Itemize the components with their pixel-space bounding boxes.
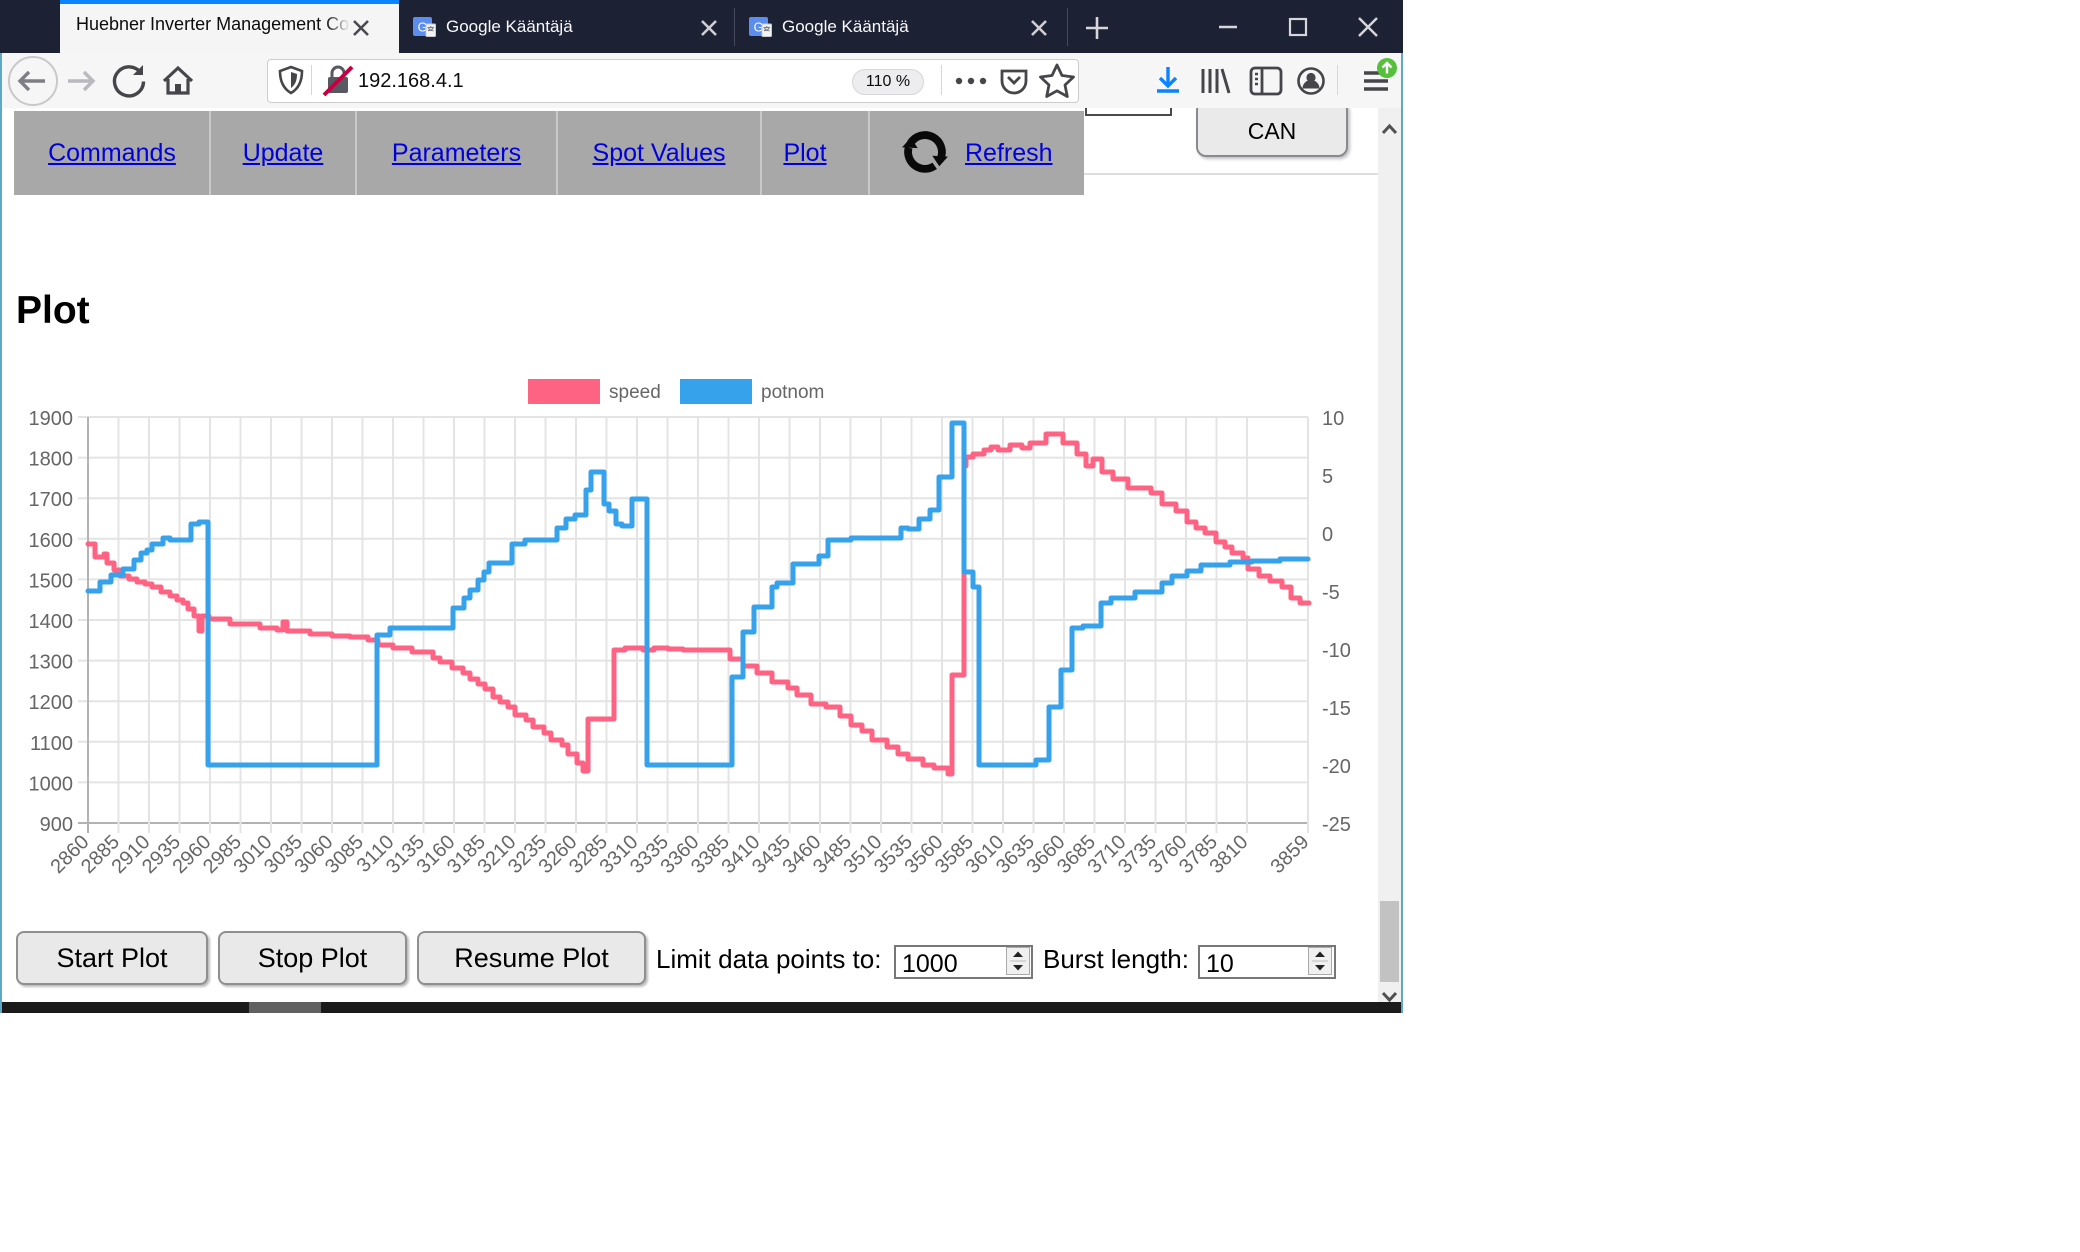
- svg-text:-25: -25: [1322, 814, 1351, 836]
- svg-text:900: 900: [40, 814, 73, 836]
- svg-text:1600: 1600: [29, 530, 74, 552]
- svg-text:-10: -10: [1322, 640, 1351, 662]
- svg-text:1100: 1100: [30, 733, 73, 755]
- svg-text:1900: 1900: [29, 408, 74, 430]
- svg-text:3859: 3859: [1267, 831, 1314, 878]
- svg-text:G: G: [754, 21, 764, 35]
- svg-text:5: 5: [1322, 466, 1333, 488]
- svg-text:1500: 1500: [29, 570, 74, 592]
- svg-text:0: 0: [1322, 524, 1333, 546]
- svg-text:1700: 1700: [29, 489, 74, 511]
- svg-text:G: G: [418, 21, 428, 35]
- svg-text:speed: speed: [609, 382, 661, 403]
- svg-text:1200: 1200: [29, 692, 74, 714]
- svg-text:potnom: potnom: [761, 382, 824, 403]
- svg-text:1800: 1800: [29, 449, 74, 471]
- svg-text:1000: 1000: [29, 773, 74, 795]
- svg-text:1400: 1400: [29, 611, 74, 633]
- svg-text:-15: -15: [1322, 698, 1351, 720]
- svg-text:-20: -20: [1322, 756, 1351, 778]
- svg-text:10: 10: [1322, 408, 1344, 430]
- svg-text:-5: -5: [1322, 582, 1340, 604]
- svg-text:1300: 1300: [29, 652, 74, 674]
